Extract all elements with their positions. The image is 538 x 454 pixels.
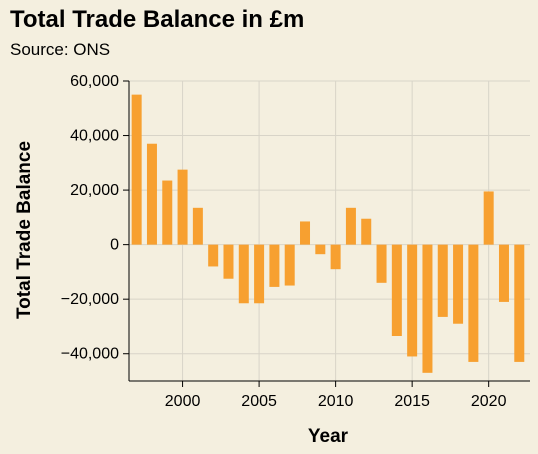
- bar-2015: [407, 244, 418, 357]
- bar-2013: [376, 244, 387, 283]
- bar-2022: [514, 244, 525, 362]
- bar-2014: [391, 244, 402, 336]
- bar-2003: [223, 244, 234, 279]
- bar-2018: [453, 244, 464, 324]
- bar-2017: [437, 244, 448, 317]
- bar-1998: [146, 143, 157, 245]
- tick-labels: −40,000 −20,000 0 20,000 40,000 60,000 2000 200…: [61, 73, 507, 410]
- bar-2011: [345, 207, 356, 245]
- bar-2019: [468, 244, 479, 362]
- x-axis-title: Year: [308, 426, 349, 447]
- y-tick-label: 20,000: [70, 182, 119, 199]
- y-tick-label: −40,000: [61, 346, 119, 363]
- bar-1999: [162, 180, 173, 245]
- y-tick-label: −20,000: [61, 291, 119, 308]
- bar-2000: [177, 169, 188, 245]
- bar-2007: [284, 244, 295, 286]
- x-tick-label: 2005: [241, 393, 277, 410]
- bar-2012: [361, 218, 372, 245]
- bar-2005: [254, 244, 265, 304]
- y-tick-label: 60,000: [70, 73, 119, 90]
- bar-2001: [192, 207, 203, 245]
- bar-2010: [330, 244, 341, 270]
- bar-2016: [422, 244, 433, 373]
- x-tick-label: 2000: [165, 393, 201, 410]
- y-tick-label: 0: [110, 237, 119, 254]
- bar-2006: [269, 244, 280, 287]
- chart-subtitle: Source: ONS: [10, 40, 111, 59]
- y-axis-title: Total Trade Balance: [14, 141, 35, 319]
- x-tick-label: 2015: [394, 393, 430, 410]
- chart-title: Total Trade Balance in £m: [10, 6, 305, 33]
- bar-2004: [238, 244, 249, 304]
- y-tick-label: 40,000: [70, 128, 119, 145]
- bars: [131, 94, 525, 373]
- bar-1997: [131, 94, 142, 245]
- x-tick-label: 2010: [318, 393, 354, 410]
- bar-2009: [315, 244, 326, 255]
- bar-2021: [498, 244, 509, 302]
- axes: [123, 80, 530, 387]
- x-tick-label: 2020: [471, 393, 507, 410]
- bar-2008: [300, 221, 311, 245]
- bar-2020: [483, 191, 494, 245]
- bar-2002: [208, 244, 219, 267]
